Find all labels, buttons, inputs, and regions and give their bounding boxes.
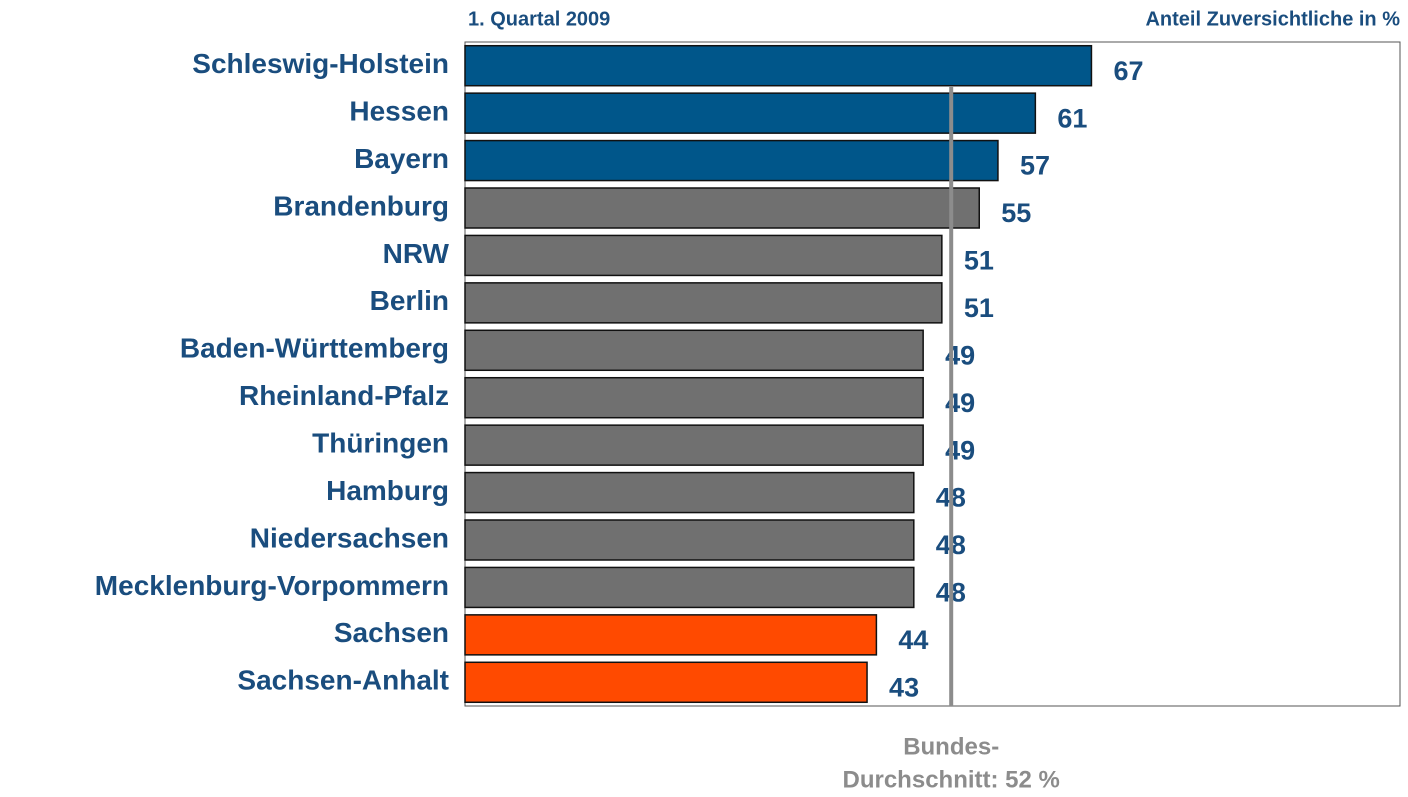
value-label: 51: [964, 246, 994, 276]
category-label: Niedersachsen: [250, 522, 449, 553]
category-label: Mecklenburg-Vorpommern: [95, 570, 449, 601]
category-label: Brandenburg: [273, 190, 449, 221]
category-label: Bayern: [354, 143, 449, 174]
category-label: Hessen: [349, 96, 449, 127]
bar: [464, 234, 943, 277]
bar: [464, 614, 878, 656]
category-label: Hamburg: [326, 475, 449, 506]
reference-label: Durchschnitt: 52 %: [843, 766, 1060, 793]
value-label: 44: [898, 625, 928, 655]
value-label: 67: [1113, 56, 1143, 86]
category-label: Sachsen-Anhalt: [237, 665, 449, 696]
category-label: Sachsen: [334, 617, 449, 648]
category-label: Schleswig-Holstein: [192, 48, 449, 79]
bar: [464, 661, 868, 704]
value-label: 43: [889, 672, 919, 702]
value-label: 51: [964, 293, 994, 323]
category-label: Thüringen: [312, 428, 449, 459]
bar: [464, 424, 924, 466]
value-label: 57: [1020, 151, 1050, 181]
reference-label: Bundes-: [903, 733, 999, 760]
category-label: Berlin: [370, 285, 449, 316]
bar: [464, 44, 1093, 87]
category-label: Baden-Württemberg: [180, 333, 449, 364]
category-label: Rheinland-Pfalz: [239, 380, 449, 411]
bar: [464, 187, 980, 229]
bar: [464, 471, 915, 514]
bar: [464, 376, 924, 419]
axis-label: Anteil Zuversichtliche in %: [1145, 8, 1400, 30]
bar: [464, 92, 1037, 134]
bar: [464, 566, 915, 609]
subtitle: 1. Quartal 2009: [468, 8, 610, 30]
category-label: NRW: [383, 238, 450, 269]
value-label: 55: [1001, 198, 1031, 228]
bar: [464, 139, 999, 182]
bar: [464, 329, 924, 372]
bar: [464, 282, 943, 324]
bar: [464, 519, 915, 561]
value-label: 61: [1057, 103, 1087, 133]
